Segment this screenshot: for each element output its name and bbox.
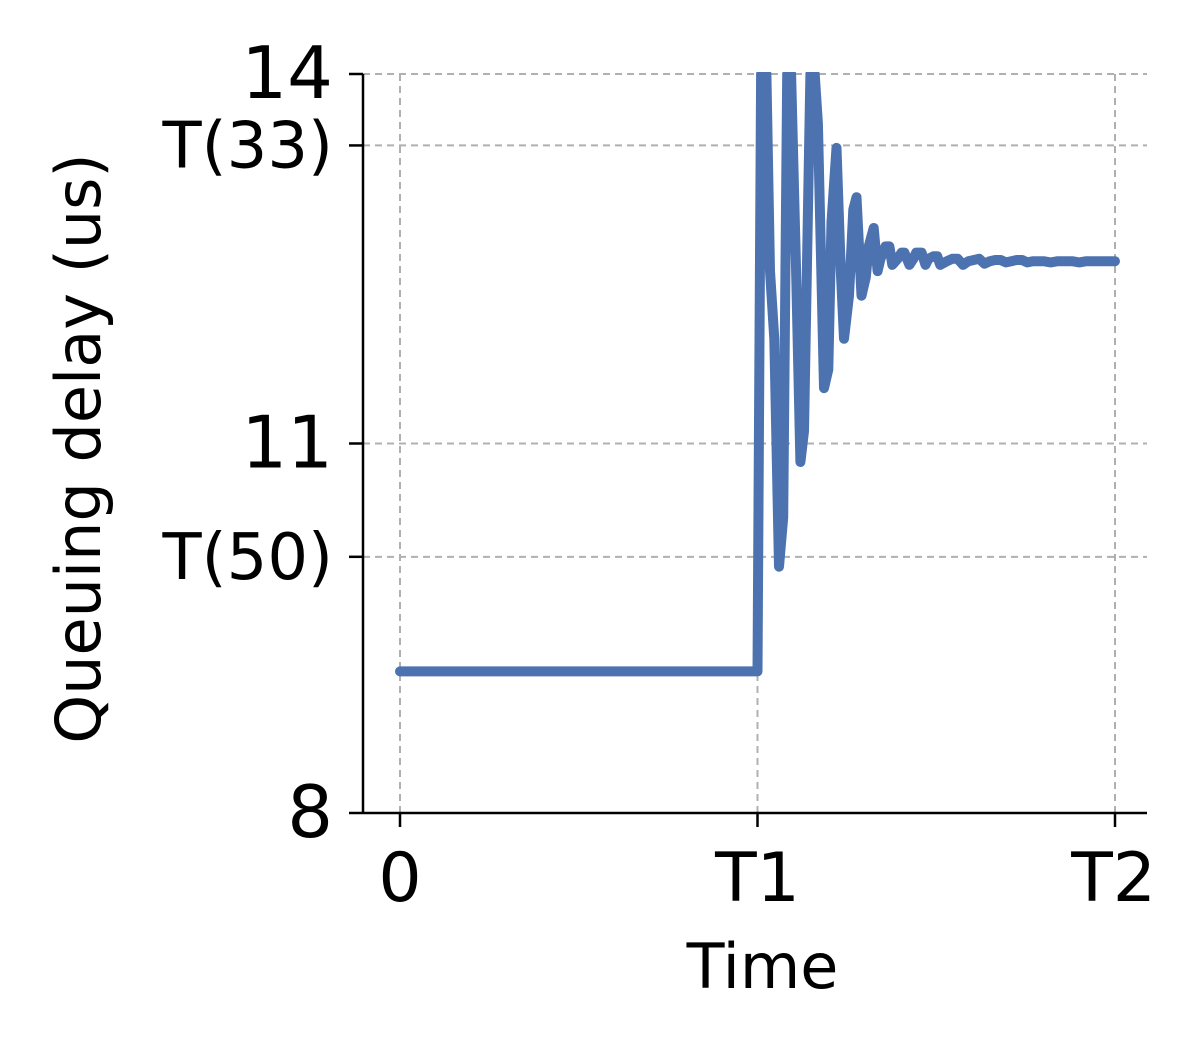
series-layer xyxy=(395,72,1120,677)
y-tick-label: 8 xyxy=(287,770,333,854)
y-tick-label: 11 xyxy=(241,401,333,485)
tick-marks xyxy=(349,72,1117,827)
tick-labels: 8 T(50) 11 T(33)14 0 T1 T2 xyxy=(162,31,1156,918)
x-tick-label: T2 xyxy=(1070,839,1156,918)
y-tick-label: T(50) xyxy=(162,521,333,595)
series-line-queuing-delay xyxy=(395,72,1120,677)
y-tick-label: T(33) xyxy=(162,109,333,183)
y-tick-label: 14 xyxy=(241,31,333,115)
x-tick-label: 0 xyxy=(378,839,421,918)
x-tick-label: T1 xyxy=(714,839,800,918)
x-axis-title: Time xyxy=(686,930,839,1003)
y-axis-title: Queuing delay (us) xyxy=(42,153,115,743)
